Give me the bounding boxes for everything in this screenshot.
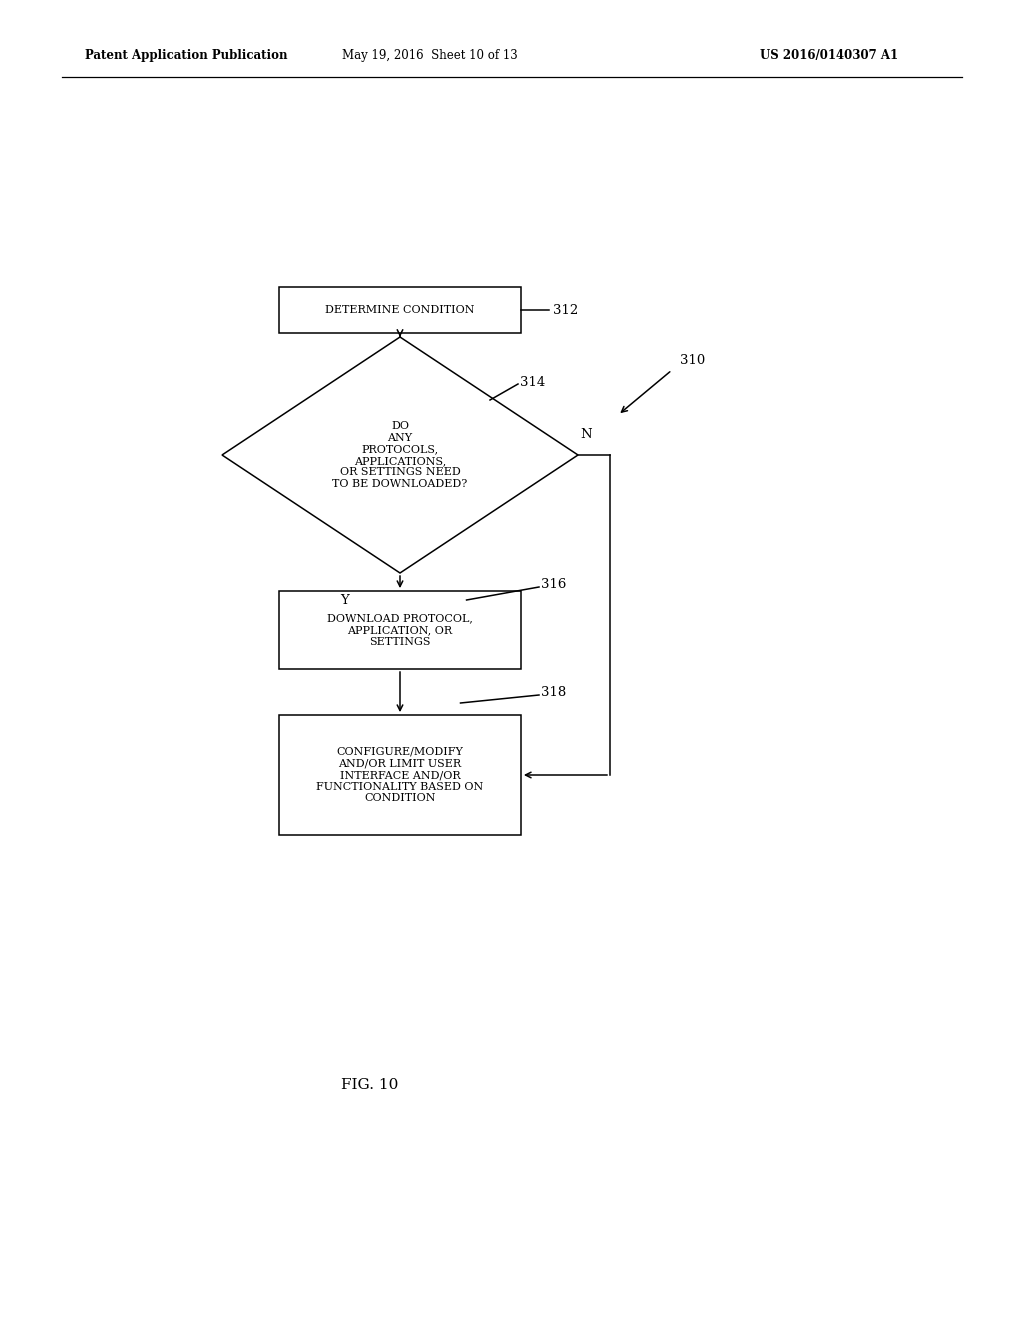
Text: FIG. 10: FIG. 10 xyxy=(341,1078,398,1092)
Text: Y: Y xyxy=(341,594,349,607)
Text: 314: 314 xyxy=(520,375,545,388)
Text: 312: 312 xyxy=(553,304,579,317)
Text: Patent Application Publication: Patent Application Publication xyxy=(85,49,288,62)
Text: DETERMINE CONDITION: DETERMINE CONDITION xyxy=(326,305,475,315)
Text: 318: 318 xyxy=(541,686,566,700)
FancyBboxPatch shape xyxy=(279,286,521,333)
Text: 310: 310 xyxy=(680,354,706,367)
Text: CONFIGURE/MODIFY
AND/OR LIMIT USER
INTERFACE AND/OR
FUNCTIONALITY BASED ON
CONDI: CONFIGURE/MODIFY AND/OR LIMIT USER INTER… xyxy=(316,747,483,803)
Text: May 19, 2016  Sheet 10 of 13: May 19, 2016 Sheet 10 of 13 xyxy=(342,49,518,62)
Text: US 2016/0140307 A1: US 2016/0140307 A1 xyxy=(760,49,898,62)
Polygon shape xyxy=(222,337,578,573)
Text: DO
ANY
PROTOCOLS,
APPLICATIONS,
OR SETTINGS NEED
TO BE DOWNLOADED?: DO ANY PROTOCOLS, APPLICATIONS, OR SETTI… xyxy=(333,421,468,488)
Text: DOWNLOAD PROTOCOL,
APPLICATION, OR
SETTINGS: DOWNLOAD PROTOCOL, APPLICATION, OR SETTI… xyxy=(327,614,473,647)
Text: N: N xyxy=(581,429,592,441)
FancyBboxPatch shape xyxy=(279,715,521,836)
Text: 316: 316 xyxy=(541,578,566,591)
FancyBboxPatch shape xyxy=(279,591,521,669)
